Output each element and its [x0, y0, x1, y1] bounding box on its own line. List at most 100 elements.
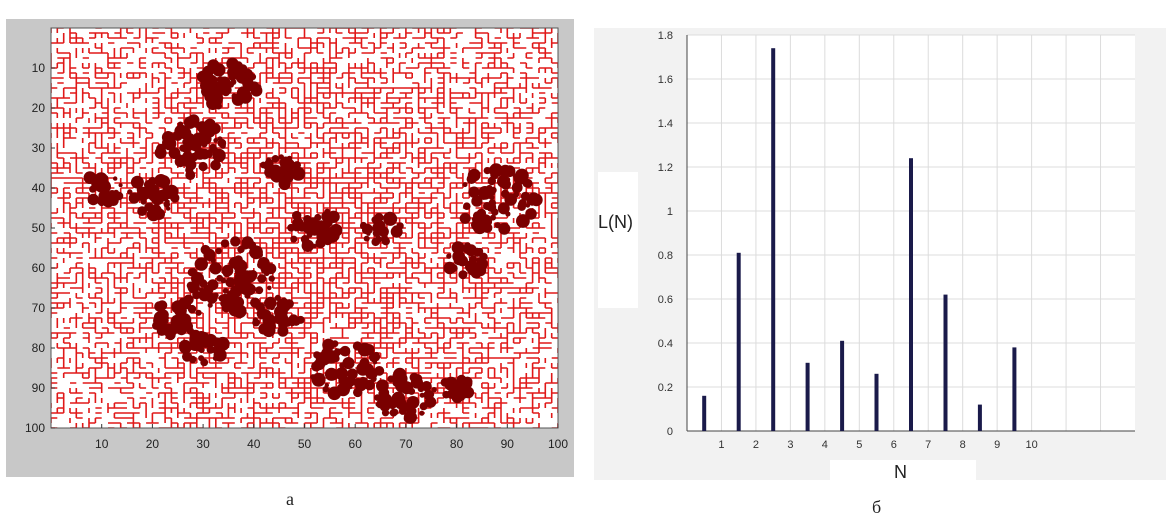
cluster-blob — [372, 360, 378, 365]
cluster-blob — [406, 398, 413, 404]
cluster-blob — [204, 118, 216, 131]
cluster-blob — [234, 255, 243, 264]
cluster-blob — [185, 170, 196, 181]
cluster-blob — [176, 324, 187, 336]
cluster-blob — [220, 277, 227, 284]
y-tick-label: 100 — [25, 421, 45, 435]
bar — [909, 158, 913, 431]
cluster-blob — [217, 136, 223, 142]
caption-b: б — [872, 497, 882, 517]
cluster-blob — [171, 314, 183, 327]
cluster-blob — [127, 189, 133, 195]
cluster-blob — [471, 222, 478, 228]
cluster-blob — [387, 400, 397, 410]
cluster-blob — [153, 208, 166, 221]
cluster-blob — [220, 239, 230, 248]
cluster-blob — [463, 202, 471, 210]
cluster-blob — [310, 374, 316, 380]
cluster-blob — [206, 96, 220, 110]
cluster-blob — [235, 71, 245, 82]
cluster-blob — [497, 202, 510, 215]
x-tick-label: 50 — [298, 437, 312, 451]
x-tick-label: 30 — [196, 437, 210, 451]
cluster-blob — [383, 211, 397, 226]
x-tick-label: 90 — [501, 437, 515, 451]
cluster-blob — [316, 377, 323, 384]
cluster-blob — [189, 140, 196, 147]
cluster-blob — [322, 386, 329, 393]
cluster-blob — [396, 222, 404, 230]
cluster-blob — [515, 168, 529, 183]
cluster-blob — [162, 314, 169, 322]
cluster-blob — [103, 175, 109, 181]
cluster-blob — [194, 257, 208, 271]
y-tick-label: 30 — [32, 141, 46, 155]
y-tick-label: 90 — [32, 381, 46, 395]
cluster-blob — [198, 288, 211, 302]
cluster-blob — [198, 346, 205, 354]
x-tick-label: 10 — [1025, 439, 1037, 451]
cluster-blob — [145, 185, 153, 193]
cluster-blob — [466, 262, 481, 276]
cluster-blob — [98, 189, 112, 203]
cluster-blob — [528, 192, 540, 204]
cluster-blob — [505, 211, 511, 217]
lattice-plot: 10 20 30 40 50 60 70 80 90 100 10 20 30 40 50 60 70 80 90 1… — [25, 27, 568, 451]
cluster-blob — [212, 65, 223, 76]
cluster-blob — [372, 221, 385, 234]
cluster-blob — [113, 176, 118, 181]
y-tick-label: 0 — [667, 426, 673, 438]
cluster-blob — [222, 88, 230, 97]
x-tick-label: 3 — [787, 439, 793, 451]
cluster-blob — [376, 399, 385, 409]
cluster-blob — [260, 161, 267, 169]
cluster-blob — [512, 193, 517, 198]
cluster-blob — [478, 227, 483, 232]
cluster-blob — [453, 383, 466, 396]
cluster-blob — [461, 270, 468, 277]
cluster-blob — [324, 367, 339, 381]
cluster-blob — [254, 319, 260, 325]
cluster-blob — [342, 357, 355, 370]
cluster-blob — [248, 270, 258, 280]
x-tick-label: 10 — [95, 437, 109, 451]
bar — [840, 340, 845, 431]
cluster-blob — [472, 193, 479, 200]
cluster-blob — [210, 159, 221, 171]
clusters — [83, 57, 543, 424]
cluster-blob — [188, 355, 197, 364]
cluster-blob — [517, 202, 526, 211]
cluster-blob — [472, 247, 482, 257]
cluster-blob — [171, 149, 177, 156]
cluster-blob — [194, 148, 206, 160]
y-tick-label: 0.8 — [658, 250, 673, 262]
cluster-blob — [213, 292, 219, 299]
cluster-blob — [399, 407, 407, 415]
cluster-blob — [467, 168, 481, 182]
cluster-blob — [179, 339, 192, 352]
y-tick-label: 20 — [32, 101, 46, 115]
y-tick-label: 60 — [32, 261, 46, 275]
cluster-blob — [483, 167, 491, 175]
cluster-blob — [478, 186, 492, 200]
cluster-blob — [373, 351, 380, 359]
cluster-blob — [212, 148, 226, 163]
cluster-blob — [380, 393, 387, 399]
cluster-blob — [324, 208, 331, 215]
cluster-blob — [277, 298, 292, 313]
cluster-blob — [448, 394, 453, 399]
y-tick-label: 0.4 — [658, 338, 673, 350]
cluster-blob — [185, 158, 197, 171]
cluster-blob — [446, 253, 452, 259]
cluster-blob — [427, 391, 435, 398]
cluster-blob — [365, 363, 374, 373]
cluster-blob — [400, 381, 414, 395]
cluster-blob — [185, 148, 191, 153]
cluster-blob — [218, 76, 231, 89]
cluster-blob — [333, 348, 342, 356]
panel-b-figure: 1 2 3 4 5 6 7 8 9 10 0 0.2 0.4 0.6 0.8 1 1.2 1.4 1.6 1.8 L(… — [594, 28, 1166, 482]
cluster-blob — [250, 84, 263, 97]
cluster-blob — [393, 367, 407, 382]
y-tick-label: 0.6 — [658, 294, 673, 306]
cluster-blob — [86, 175, 92, 181]
